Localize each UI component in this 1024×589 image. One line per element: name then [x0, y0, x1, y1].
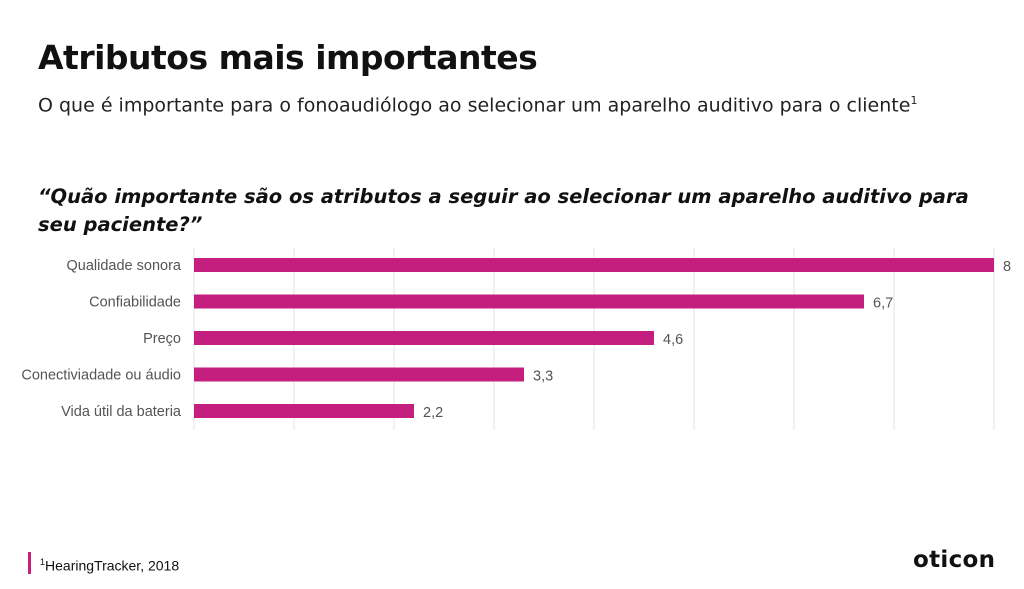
- value-label: 6,7: [873, 296, 893, 312]
- bar: [194, 404, 414, 418]
- footnote-accent-bar: [28, 552, 31, 574]
- bar: [194, 294, 864, 309]
- source-footnote: 1HearingTracker, 2018: [40, 557, 179, 574]
- category-label: Vida útil da bateria: [61, 404, 182, 420]
- category-label: Preço: [143, 331, 181, 347]
- page-title: Atributos mais importantes: [38, 38, 538, 77]
- category-label: Qualidade sonora: [67, 258, 182, 274]
- category-label: Conectiviadade ou áudio: [21, 368, 181, 384]
- value-label: 3,3: [533, 369, 553, 385]
- value-label: 8: [1003, 259, 1011, 275]
- subtitle-text: O que é importante para o fonoaudiólogo …: [38, 94, 911, 117]
- footnote-ref: 1: [40, 557, 46, 567]
- bar: [194, 331, 654, 345]
- footnote-source: HearingTracker, 2018: [45, 557, 180, 574]
- bar: [194, 258, 994, 272]
- page-subtitle: O que é importante para o fonoaudiólogo …: [38, 88, 938, 118]
- value-label: 4,6: [663, 332, 683, 348]
- subtitle-footnote-ref: 1: [910, 94, 918, 107]
- value-label: 2,2: [423, 405, 443, 421]
- oticon-logo: oticon: [913, 547, 996, 573]
- bar: [194, 367, 524, 382]
- bar-chart: Qualidade sonora 8 Confiabilidade 6,7 Preço 4…: [21, 248, 1011, 430]
- category-label: Confiabilidade: [89, 295, 181, 311]
- survey-question: “Quão importante são os atributos a segu…: [38, 185, 969, 236]
